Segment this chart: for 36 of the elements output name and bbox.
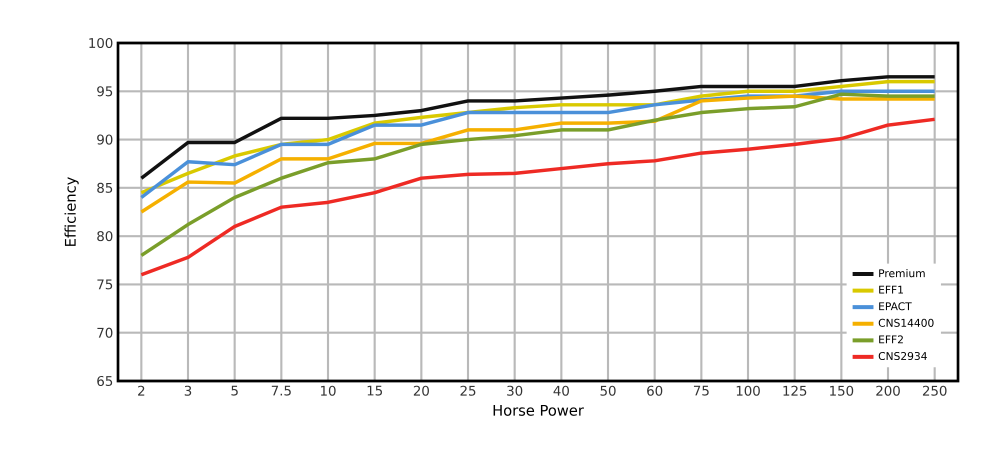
x-axis-title: Horse Power xyxy=(494,404,584,416)
x-tick-label: 125 xyxy=(783,386,806,396)
x-tick-label: 30 xyxy=(507,386,522,396)
x-tick-label: 50 xyxy=(600,386,616,396)
line-series xyxy=(140,92,936,258)
y-tick-label: 95 xyxy=(97,86,112,96)
y-tick-label: 65 xyxy=(97,376,112,386)
x-tick-label: 40 xyxy=(554,386,569,396)
x-tick-label: 25 xyxy=(460,386,476,396)
legend-label: EFF2 xyxy=(879,335,903,344)
x-tick-label: 3 xyxy=(184,386,192,396)
x-tick-label: 150 xyxy=(830,386,854,396)
y-tick-label: 85 xyxy=(97,182,112,193)
legend-label: EPACT xyxy=(879,302,912,310)
y-tick-label: 100 xyxy=(89,38,112,48)
legend-label: CNS2934 xyxy=(878,352,927,360)
y-tick-label: 80 xyxy=(97,231,112,242)
x-tick-label: 75 xyxy=(694,386,709,396)
x-tick-label: 20 xyxy=(414,386,429,396)
x-tick-label: 100 xyxy=(736,386,760,396)
legend-label: EFF1 xyxy=(879,286,903,294)
legend-label: Premium xyxy=(879,269,925,278)
x-tick-label: 15 xyxy=(368,386,382,396)
y-tick-label: 90 xyxy=(97,134,112,145)
legend-label: CNS14400 xyxy=(878,318,934,327)
x-tick-label: 10 xyxy=(320,386,336,396)
y-tick-label: 75 xyxy=(97,279,112,290)
x-tick-label: 250 xyxy=(922,386,947,396)
line-series xyxy=(140,118,936,277)
x-tick-label: 200 xyxy=(876,386,900,396)
x-tick-label: 60 xyxy=(647,386,662,396)
y-tick-label: 70 xyxy=(97,328,112,338)
x-tick-label: 5 xyxy=(231,386,238,396)
x-tick-label: 2 xyxy=(138,386,144,396)
x-tick-label: 7.5 xyxy=(272,386,291,396)
y-axis-title: Efficiency xyxy=(64,177,79,246)
